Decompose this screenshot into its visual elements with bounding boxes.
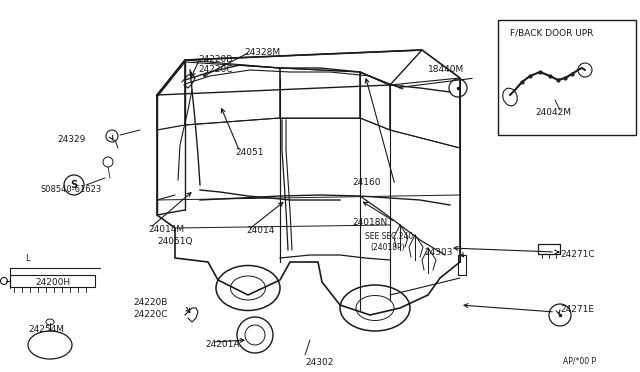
Text: 24271E: 24271E: [560, 305, 594, 314]
Text: 24220C: 24220C: [198, 65, 232, 74]
Bar: [10, 275, 95, 287]
Text: SEE SEC.240: SEE SEC.240: [365, 232, 413, 241]
Text: 24014M: 24014M: [148, 225, 184, 234]
Text: 18440M: 18440M: [428, 65, 464, 74]
Text: 24329: 24329: [57, 135, 85, 144]
Text: 24200H: 24200H: [35, 278, 70, 287]
Text: 24254M: 24254M: [28, 325, 64, 334]
Text: 24271C: 24271C: [560, 250, 595, 259]
Text: 24303: 24303: [424, 248, 452, 257]
Bar: [458, 255, 466, 275]
Text: S: S: [70, 180, 77, 190]
Text: 24201A: 24201A: [205, 340, 239, 349]
Text: 24051: 24051: [235, 148, 264, 157]
Bar: [498, 20, 636, 135]
Text: 24220C: 24220C: [133, 310, 168, 319]
Text: L: L: [25, 254, 29, 263]
Text: 24160: 24160: [352, 178, 381, 187]
Text: 24014: 24014: [246, 226, 275, 235]
Text: (24018P): (24018P): [370, 243, 404, 252]
Bar: [538, 244, 560, 254]
Text: 24042M: 24042M: [535, 108, 571, 117]
Text: S08540-61623: S08540-61623: [40, 185, 101, 194]
Text: 24220B: 24220B: [133, 298, 168, 307]
Text: F/BACK DOOR UPR: F/BACK DOOR UPR: [510, 28, 593, 37]
Text: 24051Q: 24051Q: [157, 237, 193, 246]
Text: 24302: 24302: [305, 358, 333, 367]
Text: 24018N: 24018N: [352, 218, 387, 227]
Text: AP/*00 P: AP/*00 P: [563, 356, 596, 365]
Text: 24220B: 24220B: [198, 55, 232, 64]
Text: 24328M: 24328M: [244, 48, 280, 57]
